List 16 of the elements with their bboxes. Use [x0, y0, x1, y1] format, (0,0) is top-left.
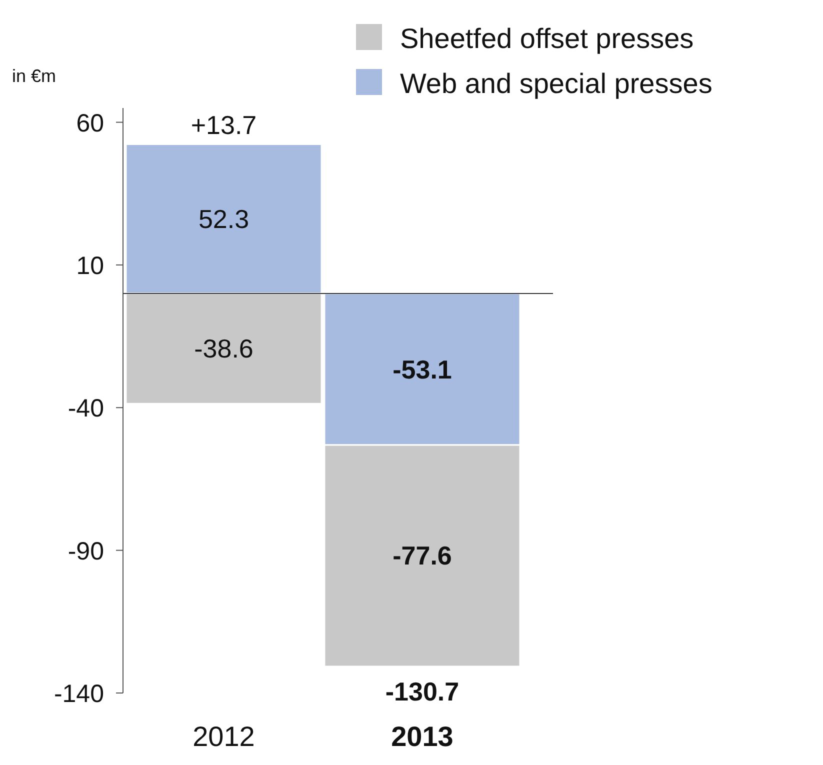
legend-label: Sheetfed offset presses [400, 23, 694, 54]
y-tick-label: 10 [76, 252, 104, 280]
y-tick-label: -40 [68, 394, 104, 423]
total-label: -130.7 [385, 676, 460, 706]
y-tick-label: 60 [76, 109, 104, 138]
data-label: 52.3 [198, 204, 250, 234]
data-label: -77.6 [392, 540, 452, 571]
y-axis-title: in €m [12, 66, 56, 86]
total-label: +13.7 [190, 110, 257, 140]
y-tick-label: -140 [54, 680, 104, 708]
data-label: -38.6 [194, 334, 254, 364]
legend-label: Web and special presses [400, 68, 712, 99]
y-tick-label: -90 [68, 537, 104, 566]
x-tick-label: 2012 [192, 721, 255, 752]
data-label: -53.1 [392, 354, 452, 384]
x-tick-label: 2013 [391, 721, 454, 752]
